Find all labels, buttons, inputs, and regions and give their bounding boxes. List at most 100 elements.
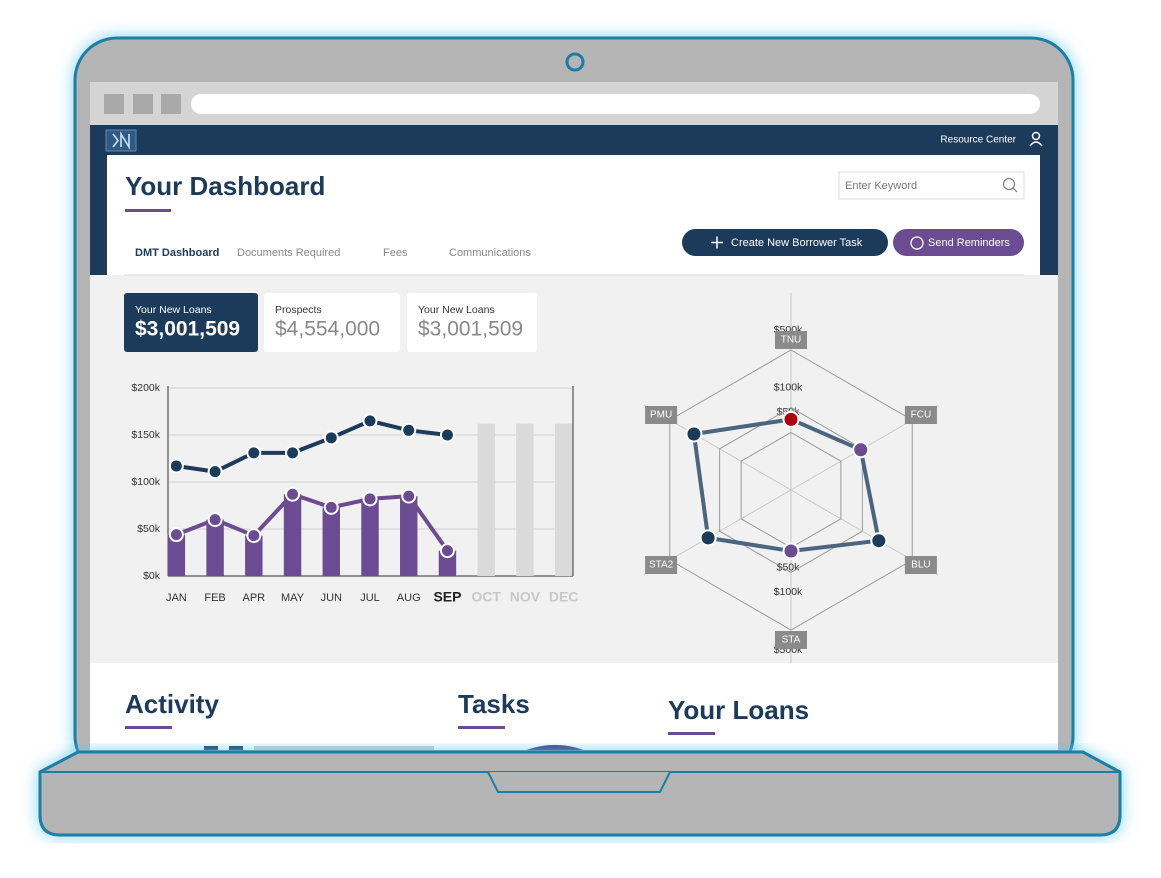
tasks-donut	[526, 745, 584, 750]
y-tick-label: $0k	[143, 570, 161, 582]
camera	[565, 52, 585, 72]
title-underline	[125, 209, 171, 212]
line-point	[285, 486, 301, 502]
x-tick-label: NOV	[510, 589, 541, 605]
axis-label: STA2	[649, 560, 674, 571]
x-tick-label: OCT	[471, 589, 501, 605]
send-reminders-button[interactable]	[893, 229, 1024, 256]
tab[interactable]: Communications	[449, 247, 531, 259]
lower-area	[90, 663, 1058, 750]
x-tick-label: FEB	[204, 592, 225, 604]
stat-value: $3,001,509	[418, 318, 523, 341]
axis-label-box	[645, 406, 678, 424]
axis-label: TNU	[781, 335, 802, 346]
section-title: Activity	[125, 689, 219, 719]
line-point	[362, 413, 378, 429]
y-tick-label: $50k	[137, 523, 161, 535]
radar-point	[685, 425, 703, 443]
r-tick-label: $50k	[777, 561, 801, 573]
section-underline	[125, 726, 172, 729]
section-title: Tasks	[458, 689, 530, 719]
button-label: Create New Borrower Task	[731, 237, 863, 249]
bar	[400, 496, 418, 576]
user-icon[interactable]	[1031, 131, 1041, 141]
line-point	[439, 427, 455, 443]
base-notch	[487, 771, 671, 793]
url-bar[interactable]	[191, 94, 1040, 114]
axis-label: BLU	[911, 560, 930, 571]
stat-value: $3,001,509	[135, 318, 240, 341]
line-point	[323, 430, 339, 446]
radar-point	[699, 529, 717, 547]
section-underline	[668, 732, 715, 735]
nav-link[interactable]: Resource Center	[940, 135, 1016, 146]
section-underline	[458, 726, 505, 729]
axis-label-box	[904, 556, 937, 574]
line-point	[207, 512, 223, 528]
search-box[interactable]	[838, 171, 1025, 200]
line-point	[168, 527, 184, 543]
line-point	[207, 464, 223, 480]
y-tick-label: $100k	[131, 476, 160, 488]
stat-label: Your New Loans	[418, 304, 495, 316]
x-tick-label: JAN	[166, 592, 187, 604]
button-label: Send Reminders	[928, 237, 1010, 249]
axis-label-box	[645, 556, 678, 574]
axis-label: FCU	[911, 410, 932, 421]
bar	[206, 519, 224, 576]
x-tick-label: APR	[243, 592, 266, 604]
y-tick-label: $150k	[131, 429, 160, 441]
bar	[438, 550, 457, 576]
x-tick-label: SEP	[433, 589, 461, 605]
activity-row	[254, 746, 434, 750]
user-icon-body	[1029, 141, 1043, 147]
activity-cell	[229, 746, 243, 750]
line-point	[439, 543, 455, 559]
line-point	[285, 445, 301, 461]
search-placeholder: Enter Keyword	[845, 180, 917, 192]
stat-card[interactable]	[124, 293, 258, 352]
stat-card[interactable]	[407, 293, 537, 352]
x-tick-label: JUL	[360, 592, 380, 604]
stat-label: Your New Loans	[135, 304, 212, 316]
page-title: Your Dashboard	[125, 171, 325, 201]
line-point	[401, 422, 417, 438]
tab[interactable]: DMT Dashboard	[135, 247, 219, 259]
bar	[477, 423, 495, 576]
radar-chart: $50k$50k$100k$100k$500k$500kTNUFCUBLUSTA…	[643, 293, 939, 663]
bar	[554, 423, 573, 576]
bar	[167, 534, 186, 576]
stat-card[interactable]	[264, 293, 400, 352]
line-point	[246, 445, 262, 461]
bar	[516, 423, 534, 576]
axis-label-box	[904, 406, 937, 424]
axis-label: PMU	[650, 410, 672, 421]
browser-button	[133, 94, 153, 114]
search-icon-handle	[1012, 187, 1018, 193]
tab[interactable]: Documents Required	[237, 247, 340, 259]
tab[interactable]: Fees	[383, 247, 408, 259]
activity-cell	[204, 746, 218, 750]
create-task-button[interactable]	[682, 229, 888, 256]
x-tick-label: AUG	[397, 592, 421, 604]
bar	[283, 494, 302, 576]
r-tick-label: $100k	[774, 381, 803, 393]
logo-mark	[112, 131, 130, 150]
bar	[245, 535, 263, 576]
line-point	[168, 458, 184, 474]
r-tick-label: $100k	[774, 586, 803, 598]
section-title: Your Loans	[668, 695, 809, 725]
radar-point	[870, 532, 888, 550]
radar-point	[852, 441, 870, 459]
line-point	[323, 499, 339, 515]
line-point	[401, 488, 417, 504]
bar	[322, 507, 340, 576]
combo-chart: $0k $50k $100k $150k $200k JAN FEB APR MAY JUN JUL…	[131, 382, 578, 605]
search-icon[interactable]	[1002, 177, 1016, 191]
dashboard: Resource Center Your Dashboard Enter Key…	[90, 125, 1058, 750]
stat-label: Prospects	[275, 304, 322, 316]
axis-label-box	[775, 631, 807, 649]
line-point	[362, 491, 378, 507]
laptop-base	[38, 750, 1122, 837]
